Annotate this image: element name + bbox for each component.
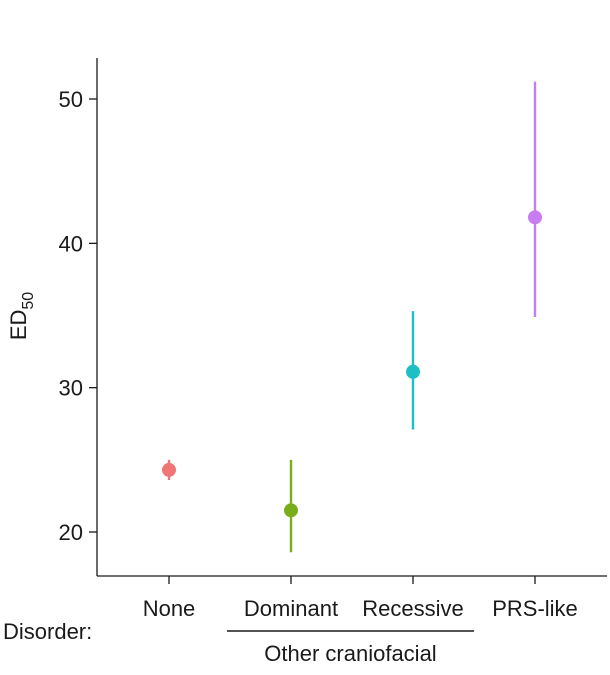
category-group-bracket: Other craniofacial [227, 630, 474, 666]
data-point [162, 462, 176, 477]
y-tick-label: 30 [59, 376, 83, 401]
group-label: Other craniofacial [264, 641, 436, 666]
data-point [406, 364, 420, 379]
y-axis: 20 30 40 50 [59, 58, 98, 576]
data-marks [162, 81, 542, 553]
x-tick-label: Recessive [362, 596, 463, 621]
x-tick-label: None [143, 596, 196, 621]
y-axis-label: ED50 [6, 292, 37, 340]
data-point [528, 210, 542, 225]
y-tick-label: 40 [59, 231, 83, 256]
x-axis-label: Disorder: [3, 619, 92, 644]
x-axis: None Dominant Recessive PRS-like [97, 575, 607, 621]
x-tick-label: Dominant [244, 596, 338, 621]
y-tick-label: 20 [59, 520, 83, 545]
data-point [284, 503, 298, 518]
y-tick-label: 50 [59, 87, 83, 112]
x-tick-label: PRS-like [492, 596, 578, 621]
